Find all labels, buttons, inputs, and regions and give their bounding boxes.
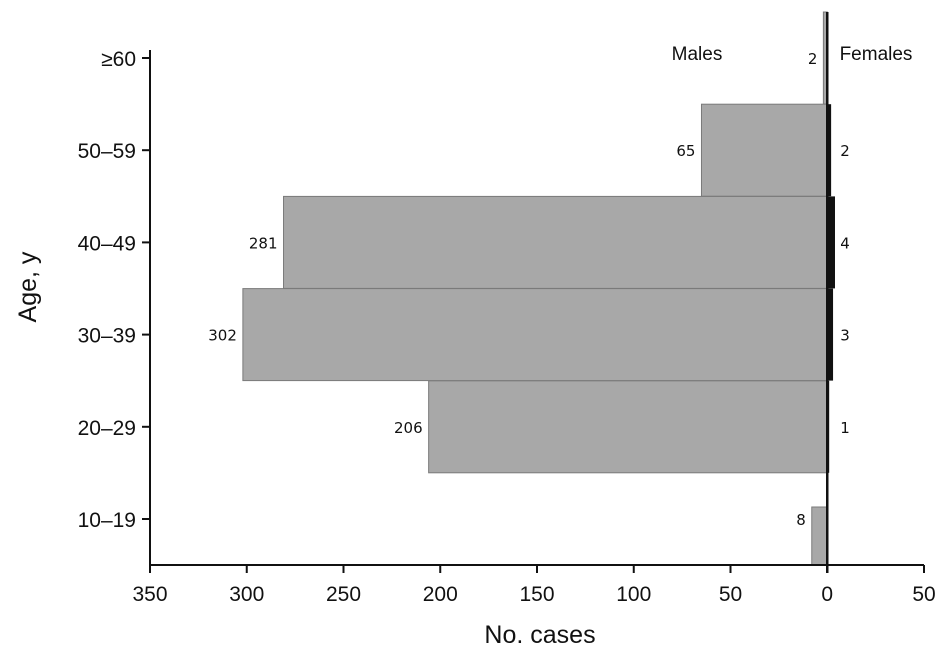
x-tick-label: 150 [519,583,554,606]
male-data-label: 281 [249,234,278,252]
bar-female [827,104,832,197]
y-tick-label: 30–39 [78,325,136,348]
bar-male [700,103,828,197]
bar-male [811,506,828,566]
x-tick-label: 50 [912,583,935,606]
male-data-label: 8 [796,511,806,529]
x-tick-label: 200 [423,583,458,606]
axes-layer [142,12,925,573]
female-data-label: 4 [840,234,850,252]
y-axis-title: Age, y [14,251,42,322]
male-data-label: 2 [808,50,818,68]
y-tick-label: 20–29 [78,417,136,440]
x-tick-label: 0 [821,583,833,606]
x-tick-label: 50 [719,583,742,606]
bars-layer [242,11,835,566]
y-tick-label: 10–19 [78,509,136,532]
male-data-label: 206 [394,419,423,437]
y-tick-label: 40–49 [78,232,136,255]
labels-layer: 350 300 250 200 150 100 50 0 50 10–19 20–29 30–39 40… [78,48,936,606]
bar-male [428,380,828,474]
female-data-label: 1 [840,419,850,437]
bar-female [827,196,835,289]
bar-male [283,195,828,289]
x-axis-title: No. cases [484,621,595,649]
female-data-label: 2 [840,142,850,160]
females-group-label: Females [840,44,913,65]
male-data-label: 65 [676,142,695,160]
x-tick-label: 250 [326,583,361,606]
male-data-label: 302 [208,327,237,345]
x-tick-label: 300 [229,583,264,606]
x-tick-label: 100 [616,583,651,606]
y-tick-label: ≥60 [101,48,136,71]
males-group-label: Males [672,44,723,65]
y-tick-label: 50–59 [78,140,136,163]
x-tick-label: 350 [132,583,167,606]
bar-male [242,288,828,382]
female-data-label: 3 [840,327,850,345]
bar-female [827,288,834,381]
